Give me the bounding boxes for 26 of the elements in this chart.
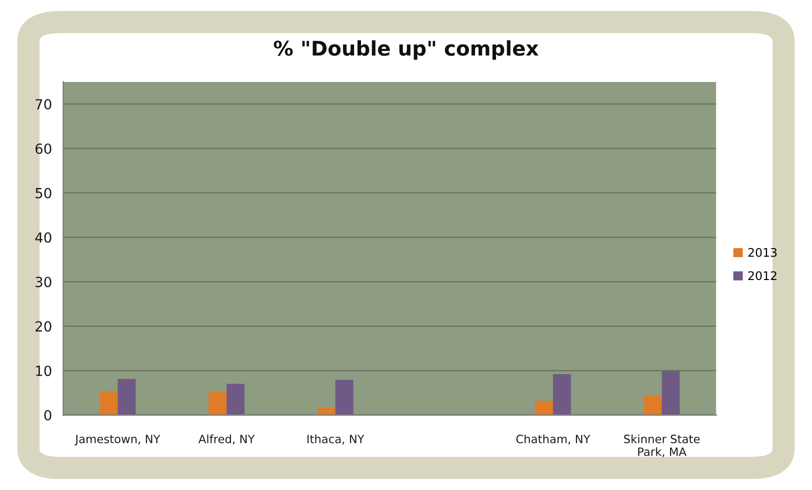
y-tick-label: 20 bbox=[36, 321, 52, 332]
bar bbox=[535, 400, 553, 416]
bar bbox=[226, 384, 244, 416]
x-tick-label: Ithaca, NY bbox=[307, 434, 364, 444]
bar bbox=[335, 380, 354, 416]
x-tick-label: Jamestown, NY bbox=[74, 434, 160, 446]
legend-label: 2012 bbox=[748, 271, 776, 280]
bar bbox=[100, 391, 118, 416]
x-tick-label: Alfred, NY bbox=[198, 434, 255, 444]
y-tick-label: 70 bbox=[36, 99, 52, 110]
legend-label: 2013 bbox=[748, 248, 777, 257]
y-tick-label: 40 bbox=[35, 232, 52, 243]
bar bbox=[208, 392, 227, 416]
chart-title: % "Double up" complex bbox=[274, 40, 538, 60]
y-tick-label: 60 bbox=[36, 143, 52, 154]
x-tick-label: Skinner State Park, MA bbox=[624, 434, 700, 458]
bar bbox=[552, 374, 571, 416]
bar bbox=[662, 371, 680, 416]
bar bbox=[118, 379, 136, 416]
bar bbox=[644, 396, 662, 416]
y-tick-label: 50 bbox=[36, 188, 52, 198]
x-tick-label: Chatham, NY bbox=[516, 434, 590, 444]
y-tick-label: 0 bbox=[44, 410, 52, 421]
y-tick-label: 30 bbox=[36, 276, 52, 288]
bar bbox=[317, 408, 336, 416]
y-tick-label: 10 bbox=[36, 366, 52, 376]
